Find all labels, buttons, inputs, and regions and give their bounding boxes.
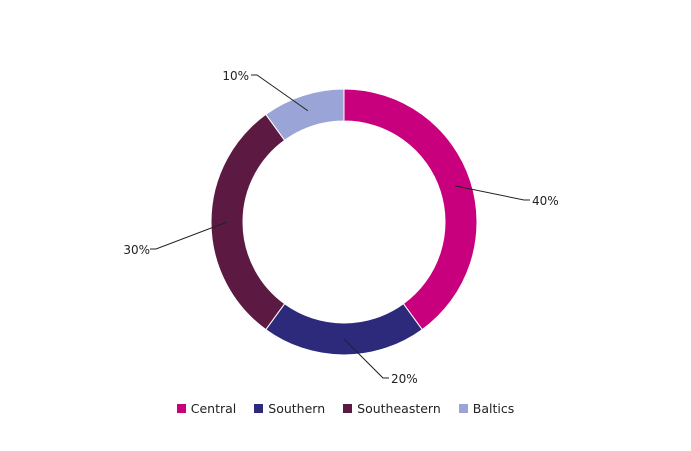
slice-central — [343, 88, 478, 331]
slice-baltics — [265, 88, 345, 141]
legend-swatch-central — [176, 404, 186, 413]
slice-southeastern — [210, 113, 286, 331]
leader-line-southern — [343, 338, 389, 379]
legend-label-central: Central — [190, 401, 237, 416]
legend-item-central: Central — [176, 401, 237, 416]
chart-legend: Central Southern Southeastern Baltics — [0, 401, 691, 416]
slice-southern — [265, 303, 423, 356]
legend-swatch-southeastern — [343, 404, 353, 413]
leader-line-central — [455, 185, 530, 201]
leader-line-baltics — [251, 74, 309, 112]
legend-swatch-baltics — [458, 404, 468, 413]
legend-swatch-southern — [254, 404, 264, 413]
legend-label-southern: Southern — [268, 401, 326, 416]
legend-label-southeastern: Southeastern — [357, 401, 441, 416]
legend-label-baltics: Baltics — [472, 401, 515, 416]
legend-item-southern: Southern — [254, 401, 325, 416]
legend-item-baltics: Baltics — [458, 401, 515, 416]
data-label-southern: 20% — [391, 372, 418, 386]
legend-item-southeastern: Southeastern — [343, 401, 441, 416]
leader-line-southeastern — [150, 221, 228, 250]
data-label-central: 40% — [532, 194, 559, 208]
data-label-southeastern: 30% — [123, 243, 150, 257]
data-label-baltics: 10% — [222, 69, 249, 83]
